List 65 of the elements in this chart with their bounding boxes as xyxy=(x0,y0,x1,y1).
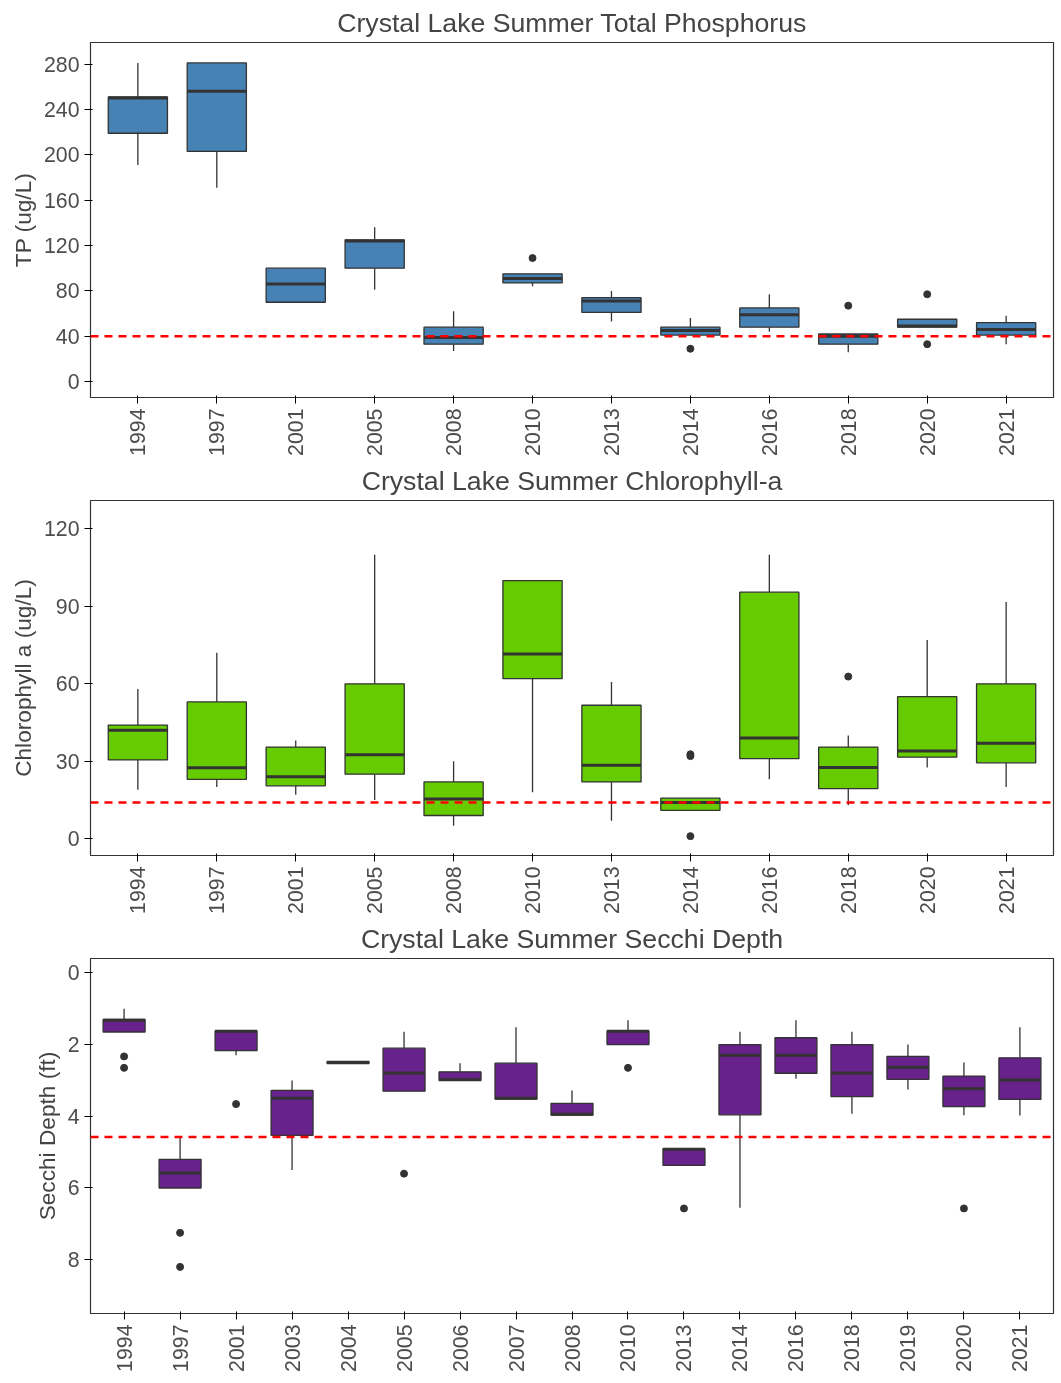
y-tick-label: 200 xyxy=(43,143,80,168)
x-tick-label: 2020 xyxy=(952,1324,977,1372)
x-tick-label: 2016 xyxy=(757,866,782,914)
y-axis-title: TP (ug/L) xyxy=(9,173,36,268)
y-tick-label: 0 xyxy=(67,370,80,395)
y-tick-label: 6 xyxy=(67,1176,80,1201)
y-tick-label: 60 xyxy=(55,672,80,697)
x-tick-label: 2013 xyxy=(599,408,624,456)
x-tick-label: 2007 xyxy=(504,1324,529,1372)
x-tick-label: 2014 xyxy=(678,408,703,456)
x-tick-label: 2019 xyxy=(896,1324,921,1372)
x-tick-label: 2001 xyxy=(224,1324,249,1372)
x-tick-label: 2010 xyxy=(521,408,546,456)
x-tick-label: 2010 xyxy=(616,1324,641,1372)
x-tick-label: 2004 xyxy=(336,1324,361,1372)
y-tick-label: 4 xyxy=(67,1104,80,1129)
x-tick-label: 1994 xyxy=(126,866,151,914)
x-tick-label: 2005 xyxy=(363,408,388,456)
x-tick-label: 2018 xyxy=(836,408,861,456)
x-tick-label: 2018 xyxy=(836,866,861,914)
x-tick-label: 2020 xyxy=(915,866,940,914)
y-tick-label: 90 xyxy=(55,594,80,619)
y-tick-label: 80 xyxy=(55,279,80,304)
chart-title: Crystal Lake Summer Chlorophyll-a xyxy=(361,465,783,496)
x-tick-label: 2003 xyxy=(280,1324,305,1372)
y-tick-label: 0 xyxy=(67,827,80,852)
y-tick-label: 120 xyxy=(43,234,80,259)
y-axis-title: Secchi Depth (ft) xyxy=(33,1051,60,1221)
x-tick-label: 2006 xyxy=(448,1324,473,1372)
x-tick-label: 2001 xyxy=(284,866,309,914)
x-tick-label: 2014 xyxy=(678,866,703,914)
x-tick-label: 2021 xyxy=(1008,1324,1033,1372)
x-tick-label: 2008 xyxy=(442,408,467,456)
x-tick-label: 1994 xyxy=(126,408,151,456)
x-tick-label: 2008 xyxy=(442,866,467,914)
x-tick-label: 1997 xyxy=(205,408,230,456)
y-tick-label: 30 xyxy=(55,749,80,774)
chart-title: Crystal Lake Summer Total Phosphorus xyxy=(337,7,807,38)
x-tick-label: 2008 xyxy=(560,1324,585,1372)
y-tick-label: 40 xyxy=(55,324,80,349)
y-tick-label: 2 xyxy=(67,1033,80,1058)
x-tick-label: 2013 xyxy=(599,866,624,914)
x-tick-label: 2005 xyxy=(363,866,388,914)
y-axis-title: Chlorophyll a (ug/L) xyxy=(9,579,36,777)
x-tick-label: 2016 xyxy=(757,408,782,456)
x-tick-label: 2014 xyxy=(728,1324,753,1372)
y-tick-label: 120 xyxy=(43,517,80,542)
x-tick-label: 2021 xyxy=(994,866,1019,914)
x-tick-label: 1997 xyxy=(168,1324,193,1372)
chart-title: Crystal Lake Summer Secchi Depth xyxy=(360,923,784,954)
x-tick-label: 1997 xyxy=(205,866,230,914)
y-tick-label: 280 xyxy=(43,52,80,77)
x-tick-label: 2005 xyxy=(392,1324,417,1372)
y-tick-label: 160 xyxy=(43,188,80,213)
y-tick-label: 240 xyxy=(43,97,80,122)
x-tick-label: 2001 xyxy=(284,408,309,456)
y-tick-label: 8 xyxy=(67,1248,80,1273)
x-tick-label: 2016 xyxy=(784,1324,809,1372)
x-tick-label: 2021 xyxy=(994,408,1019,456)
x-tick-label: 2013 xyxy=(672,1324,697,1372)
x-tick-label: 2010 xyxy=(521,866,546,914)
x-tick-label: 2020 xyxy=(915,408,940,456)
x-tick-label: 1994 xyxy=(112,1324,137,1372)
x-tick-label: 2018 xyxy=(840,1324,865,1372)
y-tick-label: 0 xyxy=(67,961,80,986)
